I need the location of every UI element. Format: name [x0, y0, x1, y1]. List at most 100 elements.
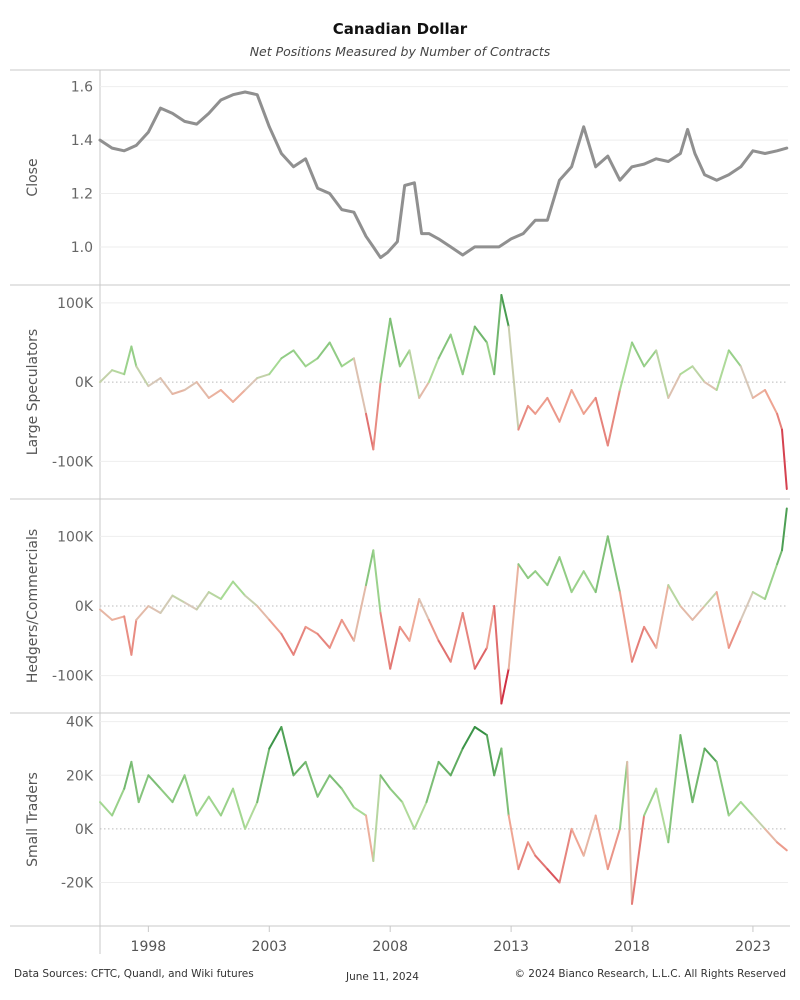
data-sources-note: Data Sources: CFTC, Quandl, and Wiki fut… — [14, 968, 254, 980]
net-position-segment — [207, 591, 222, 600]
net-position-segment — [703, 747, 718, 763]
net-position-segment — [715, 349, 730, 391]
net-position-segment — [292, 760, 307, 777]
net-position-segment — [328, 341, 343, 368]
net-position-segment — [207, 389, 222, 399]
net-position-segment — [643, 787, 658, 817]
net-position-segment — [372, 774, 382, 862]
net-position-segment — [691, 365, 706, 384]
net-position-segment — [449, 612, 464, 663]
net-position-segment — [727, 349, 742, 368]
x-tick-label: 2003 — [251, 939, 287, 955]
net-position-segment — [546, 556, 561, 587]
net-position-segment — [631, 814, 646, 905]
net-position-segment — [449, 747, 464, 777]
net-position-segment — [413, 801, 428, 830]
net-position-segment — [123, 760, 133, 790]
y-tick-label: 100K — [57, 529, 94, 545]
net-position-segment — [147, 605, 162, 614]
net-position-segment — [304, 357, 319, 368]
net-position-segment — [655, 787, 670, 844]
net-position-segment — [582, 570, 597, 594]
net-position-segment — [401, 801, 416, 830]
net-position-segment — [352, 357, 367, 415]
chart-subtitle: Net Positions Measured by Number of Cont… — [249, 44, 551, 59]
net-position-segment — [111, 615, 126, 621]
net-position-segment — [328, 774, 343, 790]
net-position-segment — [379, 774, 392, 790]
net-position-segment — [159, 594, 174, 614]
net-position-segment — [316, 341, 331, 360]
net-position-segment — [618, 760, 629, 830]
y-tick-label: 0K — [75, 599, 94, 615]
net-position-segment — [365, 549, 375, 587]
net-position-segment — [111, 787, 126, 817]
net-position-segment — [280, 632, 295, 656]
net-position-segment — [171, 594, 186, 604]
net-position-segment — [280, 349, 295, 360]
net-position-segment — [473, 646, 488, 670]
net-position-segment — [408, 598, 421, 642]
net-position-segment — [365, 412, 375, 451]
net-position-segment — [389, 317, 401, 368]
y-tick-label: 0K — [75, 375, 94, 391]
y-tick-label: -100K — [52, 669, 94, 685]
net-position-segment — [437, 639, 452, 663]
y-tick-label: -20K — [61, 875, 94, 891]
y-axis-label: Close — [25, 158, 41, 196]
x-tick-label: 2008 — [372, 939, 408, 955]
y-tick-label: 1.2 — [71, 187, 93, 203]
net-position-segment — [256, 605, 271, 621]
net-position-segment — [425, 760, 440, 804]
net-position-segment — [558, 827, 573, 884]
net-position-segment — [171, 774, 186, 804]
net-position-segment — [527, 570, 537, 580]
net-position-segment — [183, 774, 198, 817]
net-position-segment — [280, 726, 295, 777]
net-position-segment — [527, 404, 537, 415]
net-position-segment — [534, 854, 549, 871]
net-position-segment — [99, 801, 114, 817]
net-position-segment — [473, 325, 488, 344]
y-tick-label: 40K — [66, 715, 94, 731]
net-position-segment — [219, 787, 234, 817]
net-position-segment — [643, 349, 658, 368]
net-position-segment — [764, 827, 779, 844]
net-position-segment — [130, 760, 140, 804]
net-position-segment — [159, 377, 174, 395]
net-position-segment — [244, 377, 259, 391]
net-position-segment — [764, 563, 779, 600]
net-position-segment — [340, 618, 355, 642]
net-position-segment — [500, 667, 510, 705]
net-position-segment — [372, 381, 382, 451]
net-position-segment — [546, 396, 561, 423]
net-position-segment — [667, 734, 682, 844]
net-position-segment — [507, 814, 520, 871]
net-position-segment — [461, 325, 476, 376]
net-position-segment — [679, 734, 694, 804]
y-tick-label: 100K — [57, 296, 94, 312]
net-position-segment — [292, 625, 307, 656]
net-position-segment — [667, 373, 682, 399]
net-position-segment — [219, 580, 234, 600]
net-position-segment — [534, 570, 549, 587]
net-position-segment — [328, 618, 343, 649]
net-position-segment — [667, 584, 682, 607]
net-position-segment — [618, 591, 633, 663]
net-position-segment — [316, 774, 331, 798]
net-position-segment — [739, 801, 754, 817]
net-position-segment — [643, 625, 658, 649]
net-position-segment — [159, 787, 174, 804]
net-position-segment — [485, 341, 496, 376]
net-position-segment — [437, 760, 452, 777]
net-position-segment — [751, 814, 766, 830]
net-position-segment — [183, 381, 198, 391]
net-position-segment — [485, 734, 496, 777]
net-position-segment — [449, 333, 464, 376]
net-position-segment — [183, 601, 198, 611]
net-position-segment — [751, 389, 766, 399]
net-position-segment — [195, 381, 210, 399]
net-position-segment — [739, 365, 754, 399]
net-position-segment — [244, 594, 259, 607]
net-position-segment — [207, 795, 222, 817]
